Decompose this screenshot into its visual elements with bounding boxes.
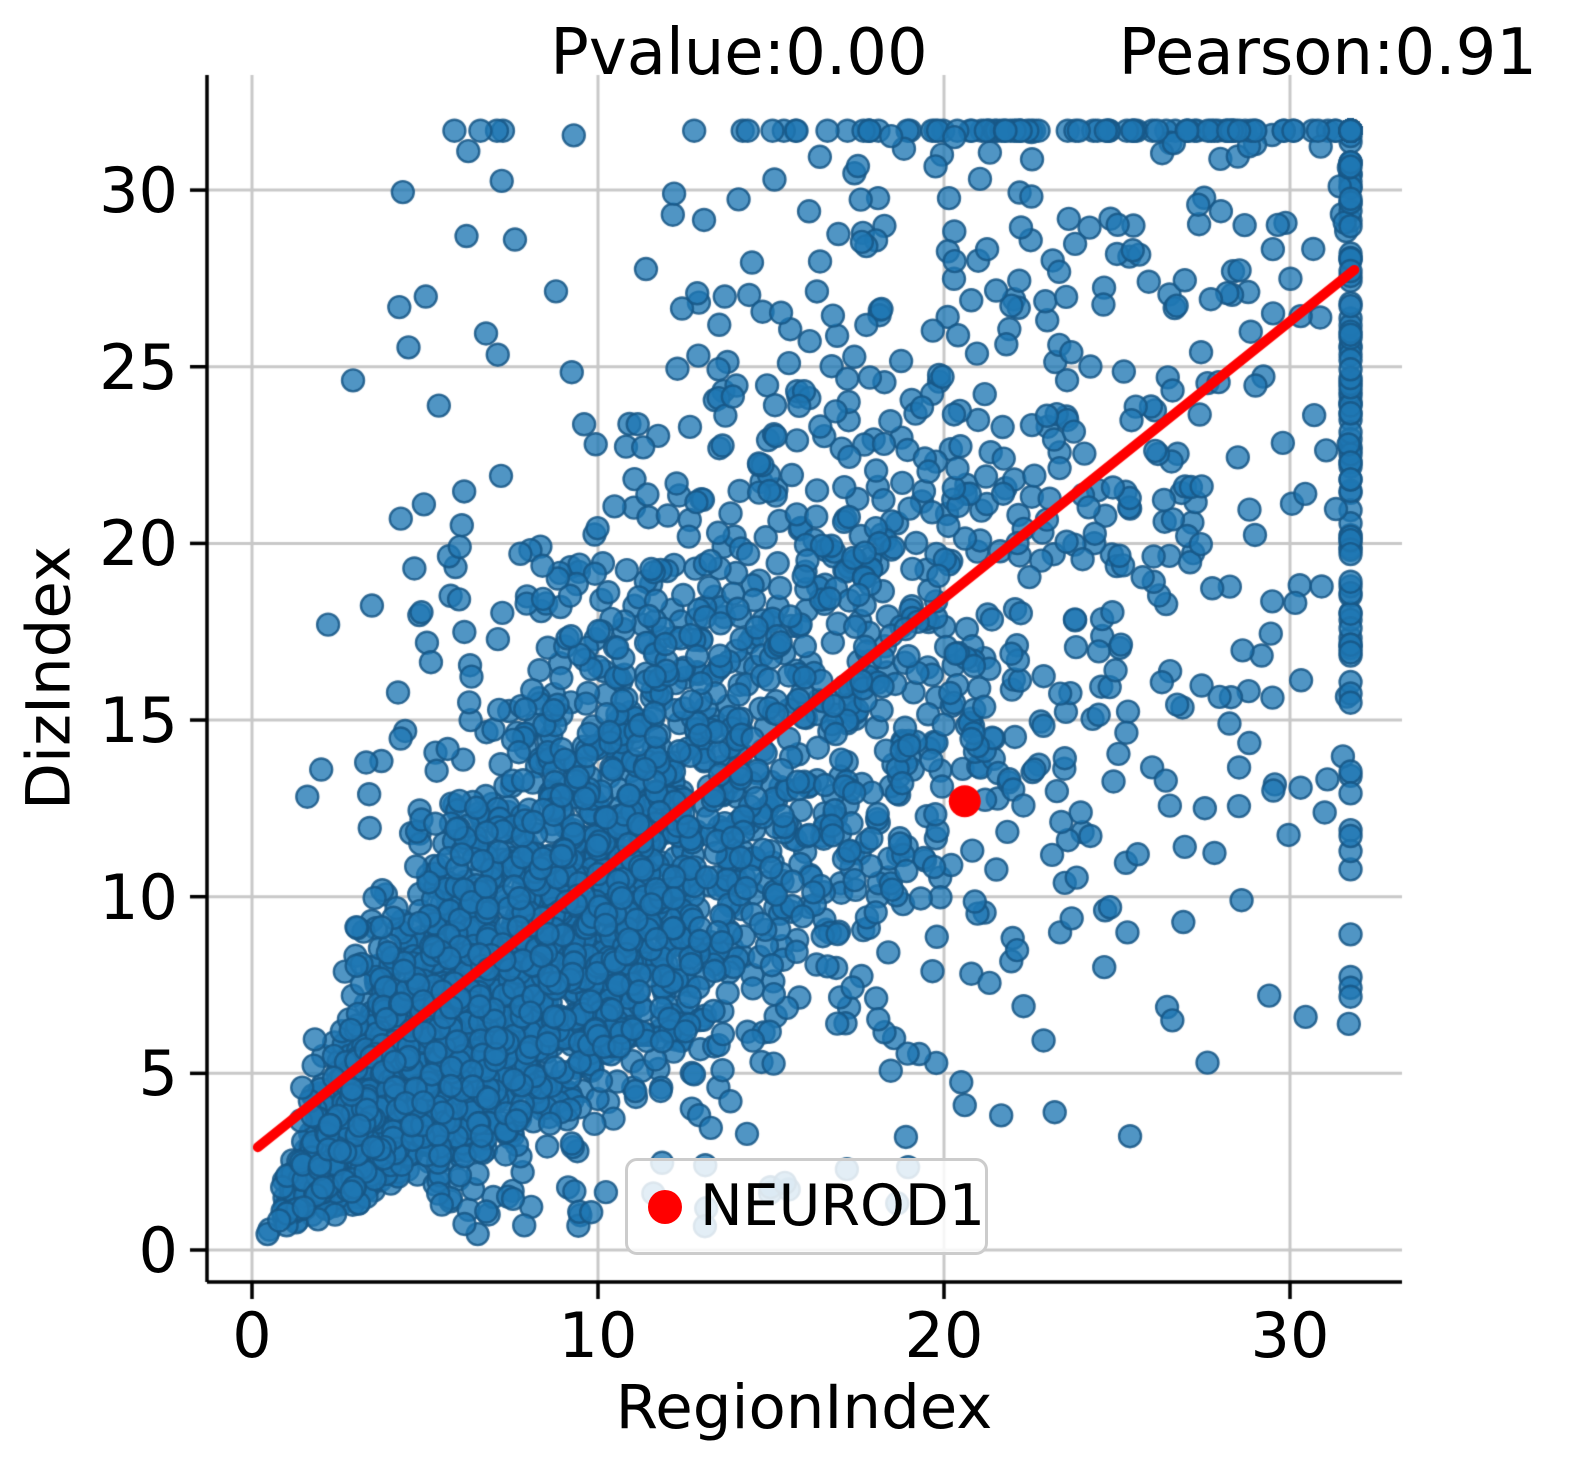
y-tick-label: 15 (99, 684, 178, 758)
legend: NEUROD1 (625, 1158, 988, 1255)
x-tick-label: 20 (904, 1299, 984, 1372)
y-axis-label: DizIndex (13, 546, 85, 810)
y-tick-label: 25 (99, 330, 178, 404)
y-tick-label: 20 (99, 507, 178, 581)
y-tick-label: 10 (99, 860, 178, 934)
y-tick-label: 0 (138, 1214, 178, 1287)
pvalue-annotation: Pvalue:0.00 (550, 16, 928, 90)
x-tick-label: 10 (558, 1299, 638, 1372)
x-tick-label: 30 (1250, 1299, 1330, 1372)
legend-label-neurod1: NEUROD1 (700, 1173, 985, 1239)
x-axis-label: RegionIndex (615, 1372, 993, 1443)
x-tick-label: 0 (232, 1299, 272, 1372)
y-tick-label: 5 (138, 1037, 178, 1111)
pearson-annotation: Pearson:0.91 (1118, 16, 1537, 90)
y-tick-label: 30 (99, 154, 178, 228)
legend-marker-neurod1-icon (648, 1189, 682, 1224)
